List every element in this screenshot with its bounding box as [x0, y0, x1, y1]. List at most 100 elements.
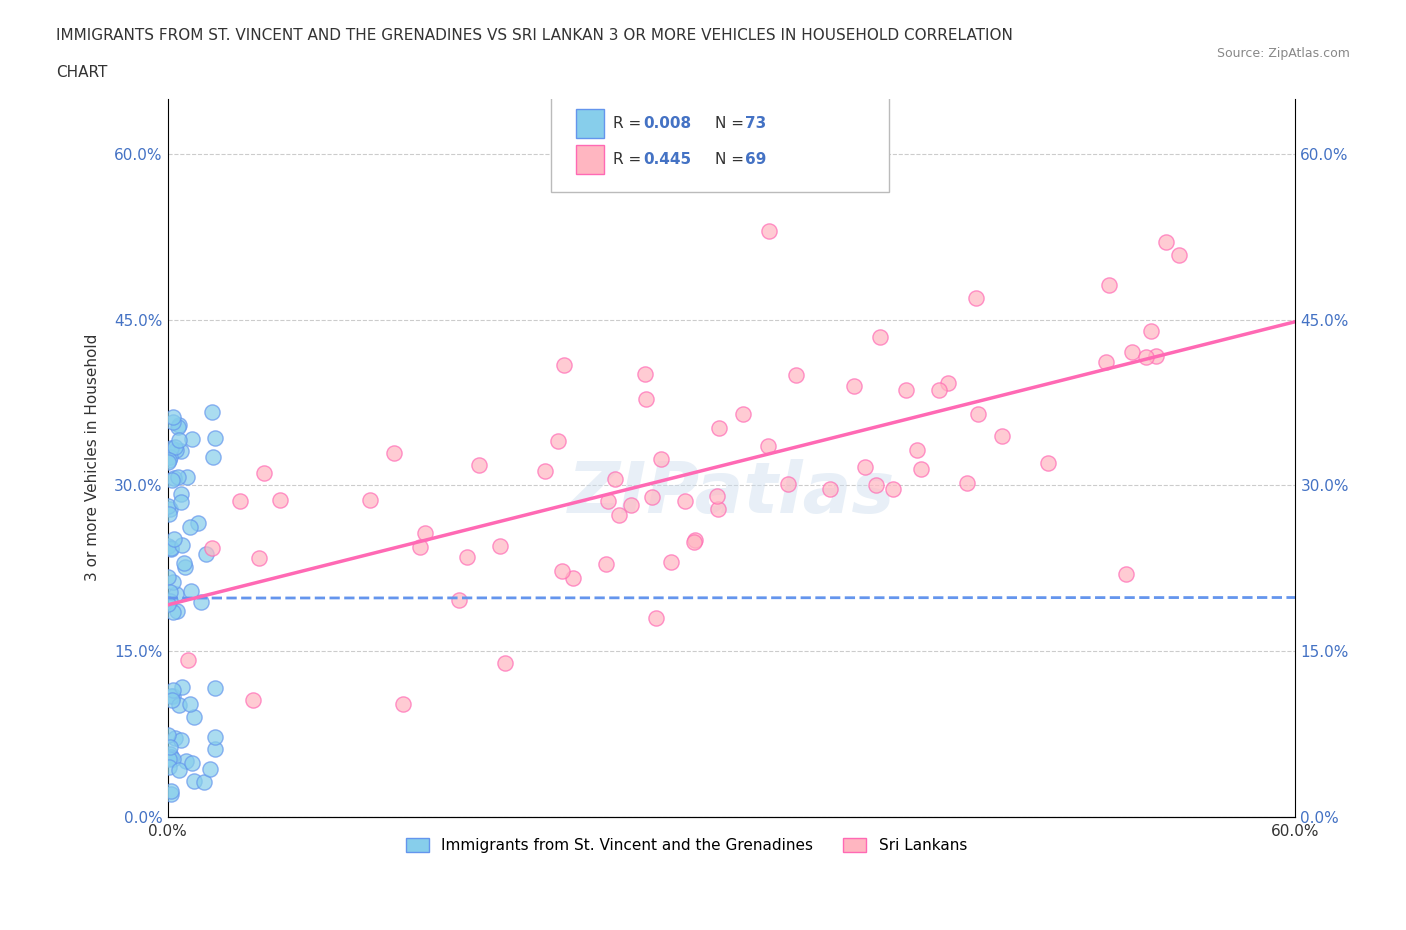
Point: [634, 366, 657, 381]
Point: [269, 493, 291, 508]
Text: 0.445: 0.445: [644, 153, 692, 167]
Point: [382, 445, 405, 460]
Point: [882, 482, 904, 497]
Point: [167, 419, 190, 434]
Point: [494, 656, 516, 671]
Point: [991, 429, 1014, 444]
Point: [820, 482, 842, 497]
Text: 0.008: 0.008: [644, 116, 692, 131]
Point: [855, 459, 877, 474]
Point: [193, 775, 215, 790]
Point: [253, 465, 276, 480]
Point: [607, 508, 630, 523]
Point: [1121, 344, 1143, 359]
Point: [229, 494, 252, 509]
Point: [936, 376, 959, 391]
Point: [659, 554, 682, 569]
Point: [928, 382, 950, 397]
Point: [1095, 355, 1118, 370]
Text: Source: ZipAtlas.com: Source: ZipAtlas.com: [1216, 46, 1350, 60]
Point: [156, 538, 179, 553]
Point: [785, 368, 807, 383]
Point: [707, 420, 730, 435]
Point: [776, 476, 799, 491]
Point: [1036, 456, 1059, 471]
Point: [176, 470, 198, 485]
Point: [683, 533, 706, 548]
Point: [967, 406, 990, 421]
Point: [163, 440, 186, 455]
Point: [157, 760, 180, 775]
Point: [157, 498, 180, 513]
Point: [162, 410, 184, 425]
Point: [162, 752, 184, 767]
Point: [179, 520, 201, 535]
Point: [163, 471, 186, 485]
Point: [489, 538, 512, 553]
Point: [1140, 324, 1163, 339]
Point: [159, 750, 181, 764]
Point: [159, 440, 181, 455]
Point: [634, 392, 657, 406]
Point: [169, 763, 191, 777]
Text: IMMIGRANTS FROM ST. VINCENT AND THE GRENADINES VS SRI LANKAN 3 OR MORE VEHICLES : IMMIGRANTS FROM ST. VINCENT AND THE GREN…: [56, 28, 1014, 43]
Point: [456, 550, 478, 565]
Point: [204, 681, 226, 696]
Point: [174, 754, 197, 769]
Point: [910, 462, 932, 477]
Text: R =: R =: [613, 153, 647, 167]
Point: [194, 547, 217, 562]
Point: [842, 379, 865, 394]
Point: [955, 475, 977, 490]
Point: [165, 443, 187, 458]
Point: [180, 584, 202, 599]
Point: [249, 551, 271, 565]
Point: [162, 692, 184, 707]
Point: [183, 774, 205, 789]
Point: [167, 418, 190, 432]
Point: [159, 740, 181, 755]
Point: [159, 747, 181, 762]
Point: [160, 688, 183, 703]
Point: [1098, 277, 1121, 292]
Point: [547, 433, 569, 448]
Point: [758, 224, 780, 239]
Point: [1135, 349, 1157, 364]
Point: [173, 560, 195, 575]
Point: [1144, 349, 1167, 364]
Point: [198, 762, 221, 777]
Point: [706, 488, 728, 503]
Point: [905, 443, 928, 458]
Point: [562, 570, 585, 585]
Text: CHART: CHART: [56, 65, 108, 80]
Point: [170, 444, 193, 458]
Point: [160, 787, 183, 802]
Point: [869, 330, 891, 345]
Point: [173, 555, 195, 570]
Point: [160, 542, 183, 557]
Point: [359, 493, 381, 508]
Point: [706, 502, 728, 517]
Point: [170, 538, 193, 552]
Text: N =: N =: [714, 116, 748, 131]
Point: [187, 516, 209, 531]
Point: [159, 449, 181, 464]
Point: [159, 585, 181, 600]
Point: [160, 472, 183, 487]
Point: [204, 431, 226, 445]
Point: [177, 653, 200, 668]
Point: [165, 587, 187, 602]
Point: [162, 575, 184, 590]
Point: [242, 692, 264, 707]
Point: [1115, 566, 1137, 581]
Point: [204, 741, 226, 756]
Point: [673, 494, 696, 509]
Point: [409, 539, 432, 554]
Point: [157, 506, 180, 521]
Y-axis label: 3 or more Vehicles in Household: 3 or more Vehicles in Household: [86, 334, 100, 581]
Text: N =: N =: [714, 153, 748, 167]
Point: [392, 697, 415, 711]
Point: [1168, 247, 1191, 262]
Point: [157, 569, 180, 584]
Point: [160, 783, 183, 798]
